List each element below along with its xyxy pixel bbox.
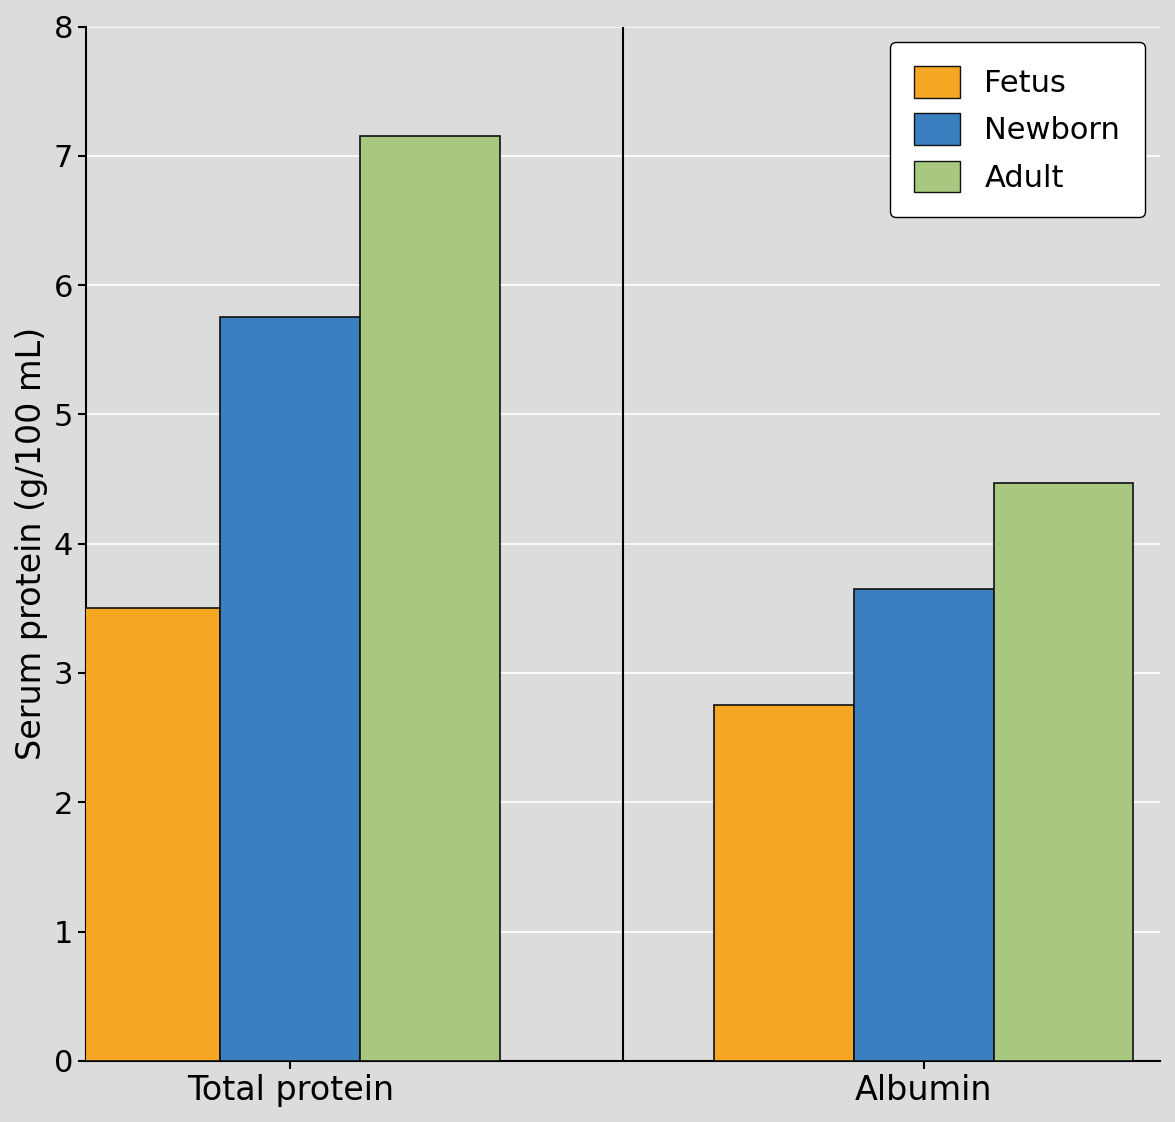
Legend: Fetus, Newborn, Adult: Fetus, Newborn, Adult <box>889 42 1144 218</box>
Bar <box>221 318 360 1060</box>
Y-axis label: Serum protein (g/100 mL): Serum protein (g/100 mL) <box>15 328 48 761</box>
Bar <box>360 137 499 1060</box>
Bar <box>81 608 221 1060</box>
Bar <box>714 706 854 1060</box>
Bar <box>854 589 994 1060</box>
Bar <box>994 482 1133 1060</box>
